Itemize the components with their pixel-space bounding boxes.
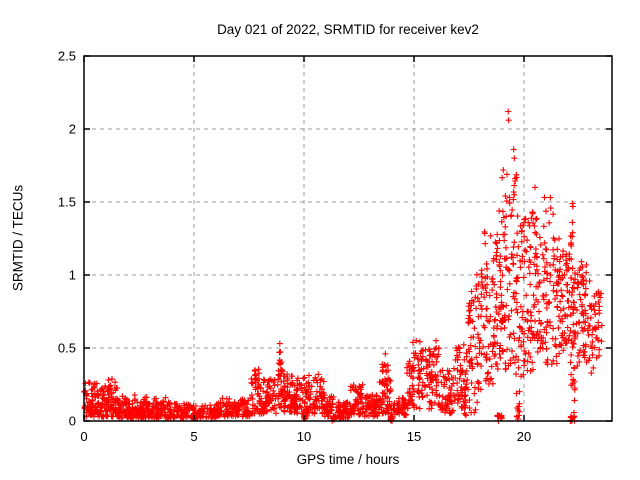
y-tick-label: 2 — [68, 121, 76, 137]
x-axis-label: GPS time / hours — [296, 452, 400, 467]
y-tick-label: 0.5 — [57, 340, 76, 356]
x-tick-label: 0 — [80, 429, 88, 444]
x-tick-label: 10 — [296, 429, 312, 444]
axis-ticks — [83, 55, 612, 422]
y-tick-label: 1.5 — [57, 194, 76, 210]
grid-lines — [84, 56, 612, 421]
x-tick-label: 5 — [190, 429, 198, 444]
y-tick-label: 1 — [68, 267, 76, 283]
x-tick-label: 20 — [516, 429, 532, 444]
scatter-points — [81, 108, 605, 424]
y-tick-label: 2.5 — [57, 48, 76, 64]
plot-frame — [83, 55, 613, 422]
y-tick-label: 0 — [68, 413, 76, 429]
x-tick-label: 15 — [406, 429, 422, 444]
chart-title: Day 021 of 2022, SRMTID for receiver kev… — [217, 22, 479, 37]
